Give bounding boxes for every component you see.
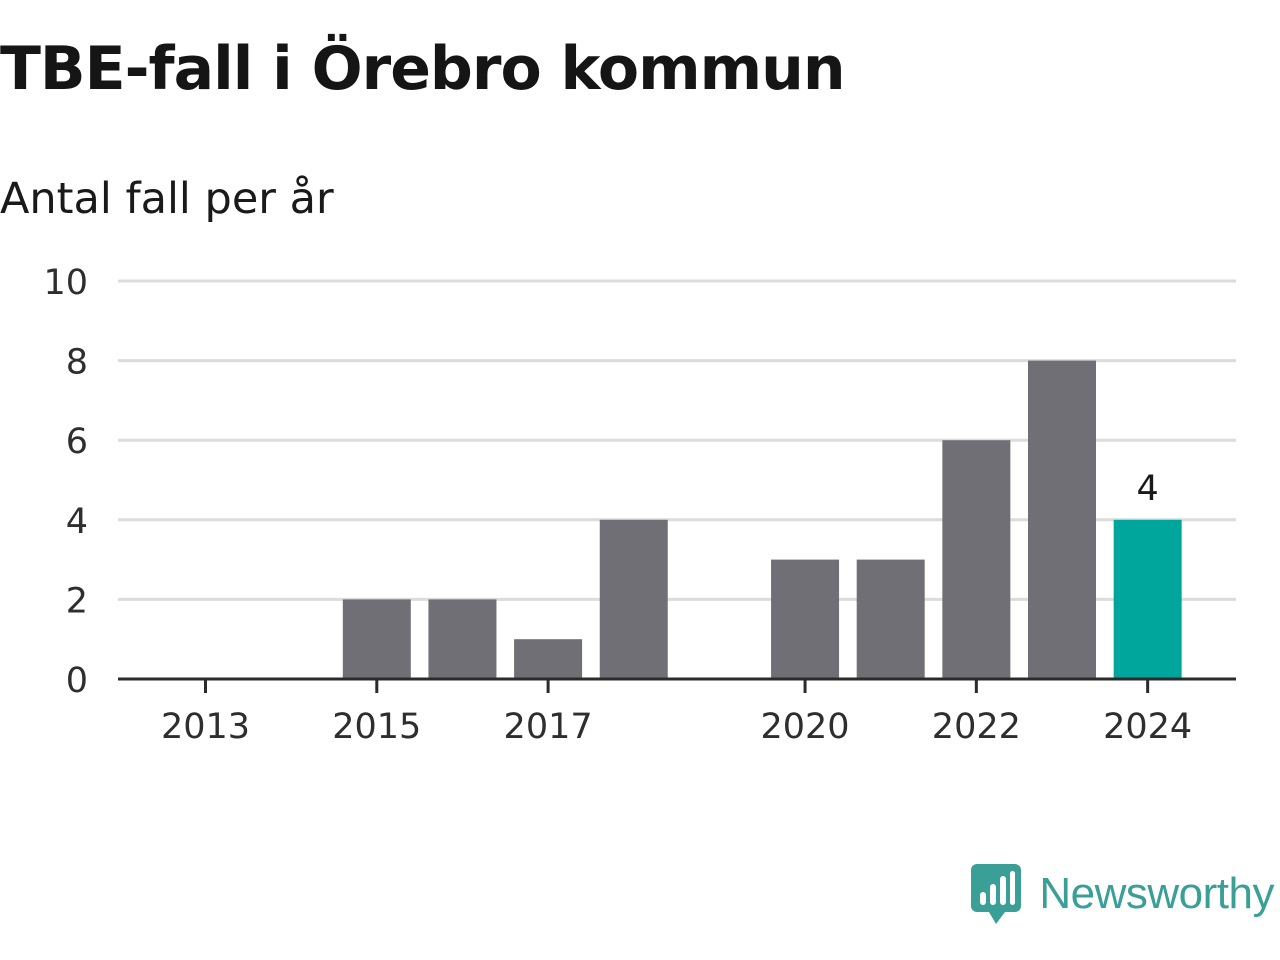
y-tick-label-4: 4 xyxy=(66,502,88,542)
bar-2015 xyxy=(342,599,411,679)
bar-2023 xyxy=(1028,360,1096,679)
x-tick-label-2024: 2024 xyxy=(1103,707,1192,747)
x-tick-label-2015: 2015 xyxy=(332,707,421,747)
x-tick-label-2017: 2017 xyxy=(504,707,593,747)
bar-2021 xyxy=(856,559,925,679)
chart-title: TBE-fall i Örebro kommun xyxy=(0,34,846,104)
x-tick-label-2020: 2020 xyxy=(761,707,850,747)
bar-2018 xyxy=(599,519,668,679)
y-tick-label-10: 10 xyxy=(43,263,88,303)
bar-2024 xyxy=(1113,519,1182,679)
newsworthy-logo-icon xyxy=(971,864,1022,924)
data-label-2024: 4 xyxy=(1137,469,1159,509)
bar-2016 xyxy=(428,599,497,679)
y-tick-label-0: 0 xyxy=(66,661,88,701)
x-tick-label-2022: 2022 xyxy=(932,707,1021,747)
bar-2020 xyxy=(771,559,840,679)
bar-2022 xyxy=(942,440,1011,679)
brand-name: Newsworthy xyxy=(1039,869,1274,918)
y-tick-label-8: 8 xyxy=(66,343,88,383)
x-tick-label-2013: 2013 xyxy=(161,707,250,747)
y-tick-label-2: 2 xyxy=(66,581,88,621)
bar-2017 xyxy=(514,639,583,679)
brand-logo: Newsworthy xyxy=(971,864,1274,924)
chart-subtitle: Antal fall per år xyxy=(0,174,334,224)
y-tick-label-6: 6 xyxy=(66,422,88,462)
